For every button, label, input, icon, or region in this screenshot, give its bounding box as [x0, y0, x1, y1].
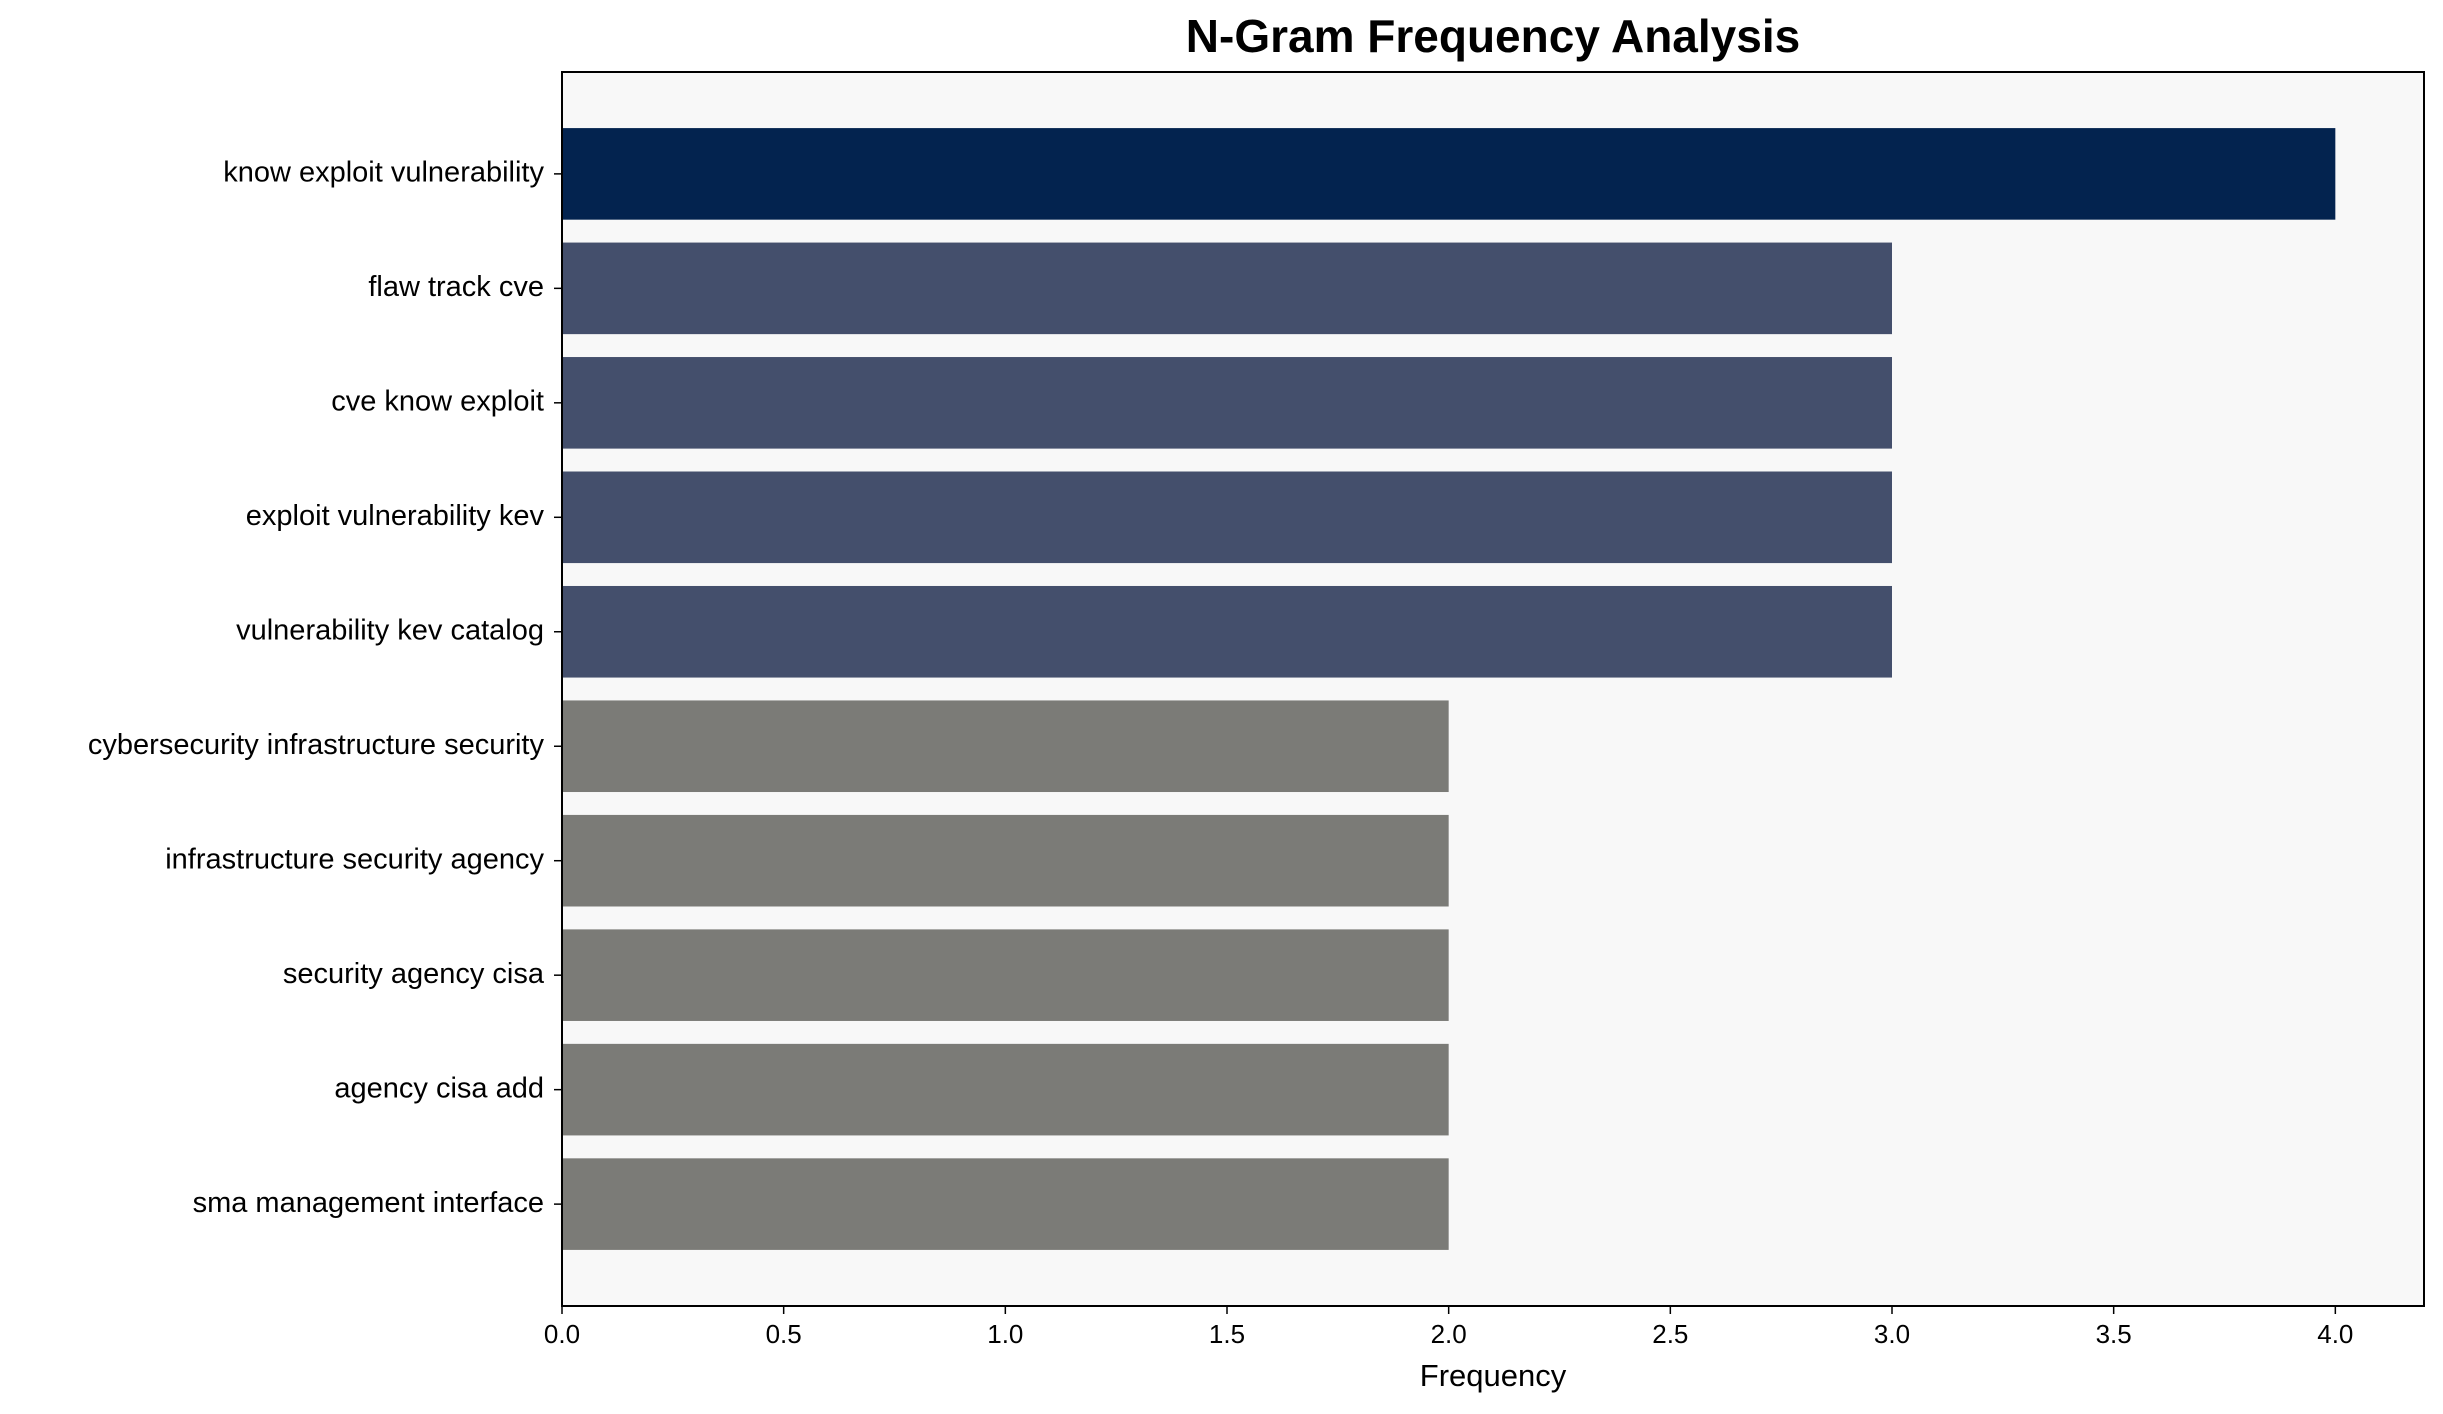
bar [562, 1043, 1449, 1136]
chart-title: N-Gram Frequency Analysis [1186, 10, 1800, 62]
x-tick-label: 4.0 [2317, 1319, 2353, 1349]
bar [562, 357, 1892, 449]
bar [562, 585, 1892, 678]
y-tick-label: infrastructure security agency [165, 843, 544, 875]
y-tick-label: know exploit vulnerability [223, 157, 544, 189]
y-tick-label: cybersecurity infrastructure security [88, 729, 545, 761]
x-tick-label: 2.0 [1431, 1319, 1467, 1349]
bar [562, 929, 1449, 1021]
x-axis-label: Frequency [1420, 1358, 1567, 1393]
bar [562, 700, 1449, 793]
x-tick-label: 3.5 [2096, 1319, 2132, 1349]
bar [562, 128, 2336, 220]
bar [562, 814, 1449, 907]
x-tick-label: 3.0 [1874, 1319, 1910, 1349]
plot-frame [561, 71, 2425, 1307]
bar [562, 471, 1892, 564]
x-tick-label: 1.0 [987, 1319, 1023, 1349]
x-tick-label: 0.5 [766, 1319, 802, 1349]
y-tick-label: agency cisa add [334, 1072, 544, 1104]
y-tick-label: security agency cisa [283, 958, 545, 990]
bar [562, 242, 1892, 335]
bar [562, 1158, 1449, 1250]
y-tick-label: exploit vulnerability kev [246, 500, 545, 532]
y-tick-label: flaw track cve [368, 271, 544, 303]
x-tick-label: 0.0 [544, 1319, 580, 1349]
x-tick-label: 1.5 [1209, 1319, 1245, 1349]
y-tick-label: sma management interface [193, 1187, 544, 1219]
y-tick-label: vulnerability kev catalog [236, 614, 544, 646]
y-tick-label: cve know exploit [331, 385, 544, 417]
x-tick-label: 2.5 [1652, 1319, 1688, 1349]
